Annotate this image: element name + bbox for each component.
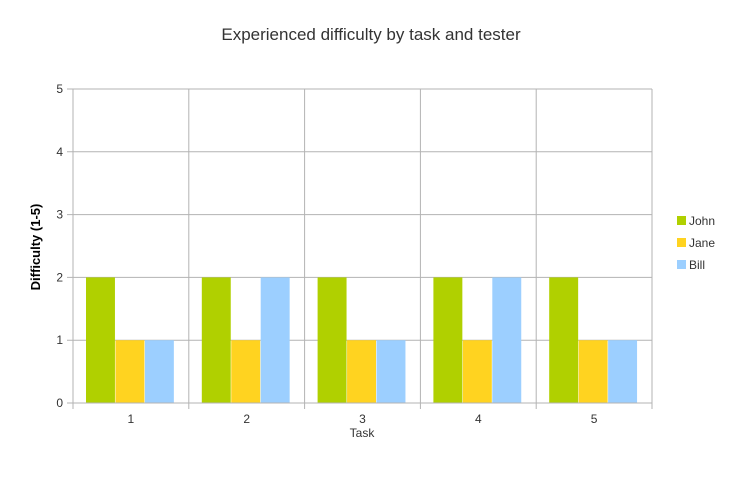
y-tick-label: 5 bbox=[56, 82, 63, 96]
y-axis-label: Difficulty (1-5) bbox=[28, 204, 43, 291]
legend: John Jane Bill bbox=[677, 214, 715, 272]
legend-label-jane: Jane bbox=[689, 236, 715, 250]
legend-swatch-bill bbox=[677, 260, 686, 269]
y-tick-label: 4 bbox=[56, 145, 63, 159]
bar-john-task-4 bbox=[433, 277, 462, 403]
bar-jane-task-2 bbox=[231, 340, 260, 403]
legend-label-bill: Bill bbox=[689, 258, 705, 272]
bar-jane-task-4 bbox=[463, 340, 492, 403]
x-tick-label: 5 bbox=[591, 412, 598, 426]
y-tick-label: 1 bbox=[56, 333, 63, 347]
x-tick-label: 2 bbox=[243, 412, 250, 426]
legend-swatch-john bbox=[677, 216, 686, 225]
bar-jane-task-1 bbox=[115, 340, 144, 403]
y-tick-label: 2 bbox=[56, 270, 63, 284]
y-tick-label: 0 bbox=[56, 396, 63, 410]
bar-john-task-1 bbox=[86, 277, 115, 403]
legend-label-john: John bbox=[689, 214, 715, 228]
bar-bill-task-2 bbox=[261, 277, 290, 403]
bar-john-task-2 bbox=[202, 277, 231, 403]
x-tick-label: 1 bbox=[128, 412, 135, 426]
x-tick-label: 4 bbox=[475, 412, 482, 426]
bar-bill-task-1 bbox=[145, 340, 174, 403]
x-tick-label: 3 bbox=[359, 412, 366, 426]
legend-swatch-jane bbox=[677, 238, 686, 247]
bar-john-task-5 bbox=[549, 277, 578, 403]
bar-john-task-3 bbox=[318, 277, 347, 403]
chart-title: Experienced difficulty by task and teste… bbox=[221, 25, 521, 44]
bar-jane-task-5 bbox=[579, 340, 608, 403]
bars bbox=[86, 277, 637, 403]
bar-bill-task-3 bbox=[377, 340, 406, 403]
bar-jane-task-3 bbox=[347, 340, 376, 403]
x-axis-label: Task bbox=[350, 426, 376, 440]
bar-bill-task-5 bbox=[608, 340, 637, 403]
y-tick-label: 3 bbox=[56, 208, 63, 222]
bar-bill-task-4 bbox=[492, 277, 521, 403]
